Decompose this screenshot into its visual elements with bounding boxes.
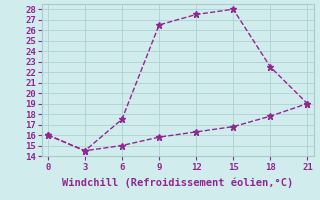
X-axis label: Windchill (Refroidissement éolien,°C): Windchill (Refroidissement éolien,°C)	[62, 178, 293, 188]
